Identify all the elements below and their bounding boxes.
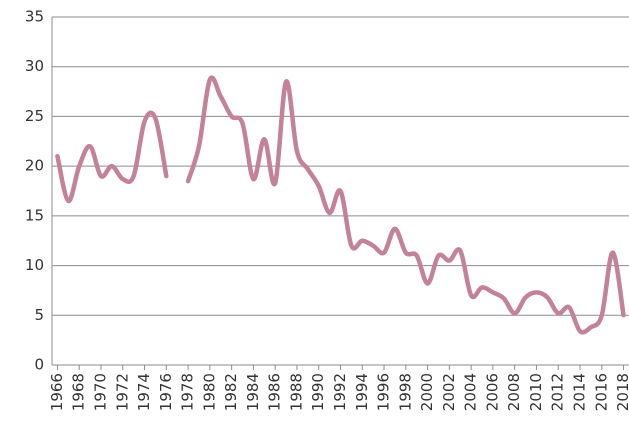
x-tick-label: 1968 [70, 373, 88, 411]
x-tick-label: 2010 [527, 373, 545, 411]
x-tick-label: 1970 [91, 373, 109, 411]
y-tick-label: 35 [25, 8, 44, 26]
x-tick-label: 1982 [222, 373, 240, 411]
x-tick-label: 1972 [113, 373, 131, 411]
x-tick-label: 2012 [549, 373, 567, 411]
x-tick-label: 1994 [353, 373, 371, 411]
x-tick-label: 1996 [375, 373, 393, 411]
y-tick-label: 20 [25, 157, 44, 175]
y-tick-label: 5 [34, 306, 44, 324]
x-tick-label: 2016 [592, 373, 610, 411]
y-tick-label: 15 [25, 206, 44, 224]
x-tick-label: 2002 [440, 373, 458, 411]
data-line [55, 75, 626, 335]
x-tick-label: 1980 [200, 373, 218, 411]
x-tick-label: 1984 [244, 373, 262, 411]
x-tick-label: 2000 [418, 373, 436, 411]
x-tick-label: 1966 [48, 373, 66, 411]
y-tick-label: 30 [25, 57, 44, 75]
y-tick-label: 25 [25, 107, 44, 125]
x-tick-label: 1986 [266, 373, 284, 411]
x-tick-label: 2008 [505, 373, 523, 411]
x-tick-label: 1978 [179, 373, 197, 411]
x-tick-label: 2004 [462, 373, 480, 411]
x-tick-label: 2014 [571, 373, 589, 411]
x-tick-label: 1990 [309, 373, 327, 411]
y-tick-label: 0 [34, 356, 44, 374]
y-tick-label: 10 [25, 256, 44, 274]
x-tick-label: 1976 [157, 373, 175, 411]
x-tick-label: 1992 [331, 373, 349, 411]
x-tick-label: 2006 [483, 373, 501, 411]
x-tick-label: 1998 [396, 373, 414, 411]
x-tick-label: 1974 [135, 373, 153, 411]
x-tick-label: 1988 [287, 373, 305, 411]
x-tick-label: 2018 [614, 373, 629, 411]
